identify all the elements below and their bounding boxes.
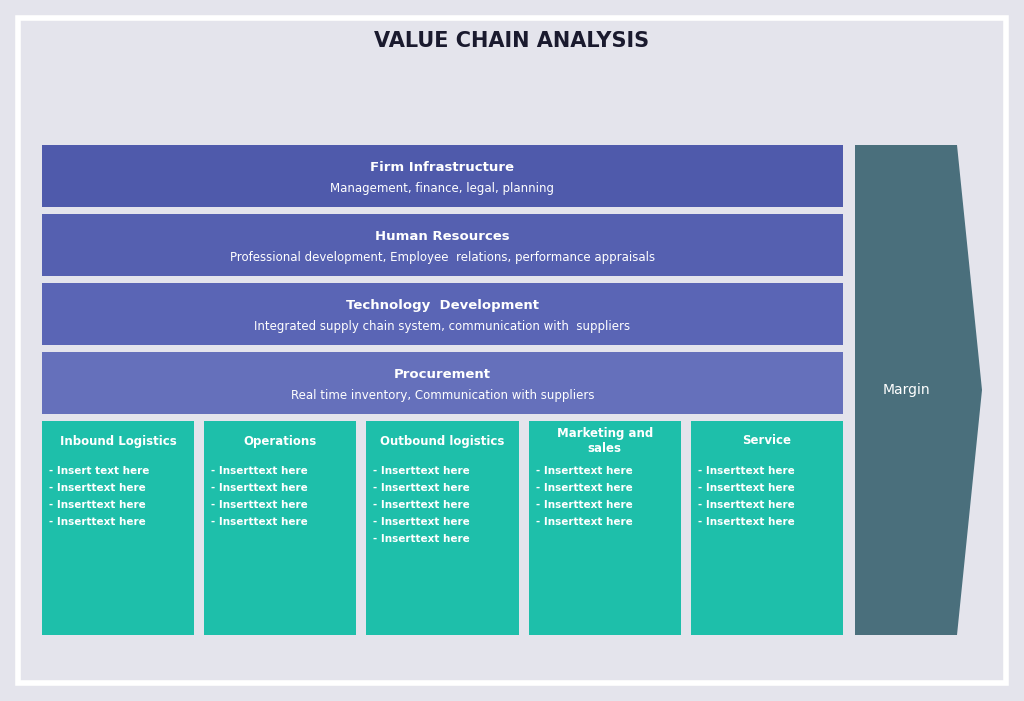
Text: - Inserttext here: - Inserttext here [536, 483, 633, 493]
Bar [42, 145, 843, 207]
Text: Human Resources: Human Resources [375, 231, 510, 243]
Text: - Inserttext here: - Inserttext here [49, 517, 145, 527]
Bar [367, 421, 518, 635]
Text: Procurement: Procurement [394, 369, 490, 381]
Text: Outbound logistics: Outbound logistics [380, 435, 505, 447]
Bar [42, 283, 843, 345]
Text: - Insert text here: - Insert text here [49, 466, 150, 476]
Text: Service: Service [742, 435, 792, 447]
Text: Marketing and
sales: Marketing and sales [557, 427, 653, 455]
Bar [204, 421, 356, 635]
Text: VALUE CHAIN ANALYSIS: VALUE CHAIN ANALYSIS [375, 31, 649, 51]
Bar [42, 352, 843, 414]
Text: - Inserttext here: - Inserttext here [49, 500, 145, 510]
Text: - Inserttext here: - Inserttext here [211, 466, 308, 476]
Text: - Inserttext here: - Inserttext here [697, 517, 795, 527]
Text: Professional development, Employee  relations, performance appraisals: Professional development, Employee relat… [230, 251, 655, 264]
Bar [42, 421, 195, 635]
Text: Technology  Development: Technology Development [346, 299, 539, 313]
Bar [528, 421, 681, 635]
Text: - Inserttext here: - Inserttext here [374, 517, 470, 527]
Text: Integrated supply chain system, communication with  suppliers: Integrated supply chain system, communic… [254, 320, 631, 333]
Text: Operations: Operations [244, 435, 316, 447]
Text: - Inserttext here: - Inserttext here [49, 483, 145, 493]
Text: - Inserttext here: - Inserttext here [374, 466, 470, 476]
Text: Inbound Logistics: Inbound Logistics [59, 435, 176, 447]
Text: - Inserttext here: - Inserttext here [697, 483, 795, 493]
Bar [691, 421, 843, 635]
Text: - Inserttext here: - Inserttext here [211, 500, 308, 510]
Text: - Inserttext here: - Inserttext here [211, 517, 308, 527]
Text: - Inserttext here: - Inserttext here [697, 500, 795, 510]
Text: - Inserttext here: - Inserttext here [374, 534, 470, 544]
Text: - Inserttext here: - Inserttext here [536, 466, 633, 476]
Polygon shape [855, 145, 982, 635]
Text: Real time inventory, Communication with suppliers: Real time inventory, Communication with … [291, 389, 594, 402]
Text: Management, finance, legal, planning: Management, finance, legal, planning [331, 182, 555, 195]
Text: - Inserttext here: - Inserttext here [374, 500, 470, 510]
Text: - Inserttext here: - Inserttext here [536, 517, 633, 527]
Bar [42, 214, 843, 276]
Text: Margin: Margin [883, 383, 930, 397]
Text: - Inserttext here: - Inserttext here [697, 466, 795, 476]
Text: - Inserttext here: - Inserttext here [211, 483, 308, 493]
Text: - Inserttext here: - Inserttext here [374, 483, 470, 493]
Text: Firm Infrastructure: Firm Infrastructure [371, 161, 514, 175]
Text: - Inserttext here: - Inserttext here [536, 500, 633, 510]
